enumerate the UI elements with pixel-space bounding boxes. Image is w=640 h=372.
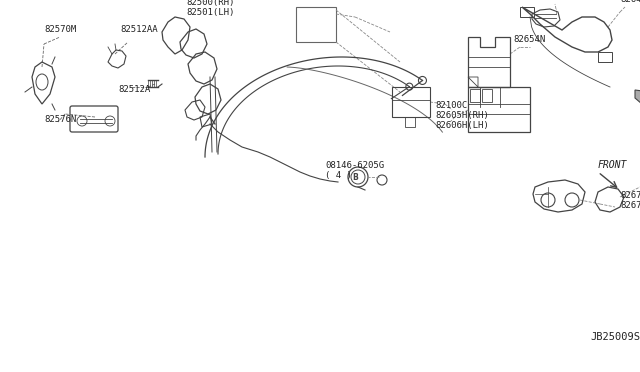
Text: 82100C: 82100C <box>435 101 467 110</box>
Text: 82605H(RH)
82606H(LH): 82605H(RH) 82606H(LH) <box>435 110 489 130</box>
Text: 82500(RH)
82501(LH): 82500(RH) 82501(LH) <box>186 0 234 17</box>
Polygon shape <box>635 90 640 106</box>
Text: 82050P: 82050P <box>306 0 339 2</box>
Text: 82512AA: 82512AA <box>120 25 157 34</box>
Text: 82576N: 82576N <box>44 115 76 124</box>
Text: 82654N: 82654N <box>513 35 545 44</box>
Text: 08146-6205G
( 4 ): 08146-6205G ( 4 ) <box>325 161 384 180</box>
Text: 82570M: 82570M <box>44 25 76 34</box>
Bar <box>296 7 336 42</box>
Text: JB25009S: JB25009S <box>590 332 640 342</box>
Text: 82512A: 82512A <box>118 85 150 94</box>
Text: 82670(RH)
82671(LH): 82670(RH) 82671(LH) <box>620 190 640 210</box>
Text: FRONT: FRONT <box>598 160 627 170</box>
Text: B: B <box>352 173 358 182</box>
Text: 82640N: 82640N <box>620 0 640 4</box>
